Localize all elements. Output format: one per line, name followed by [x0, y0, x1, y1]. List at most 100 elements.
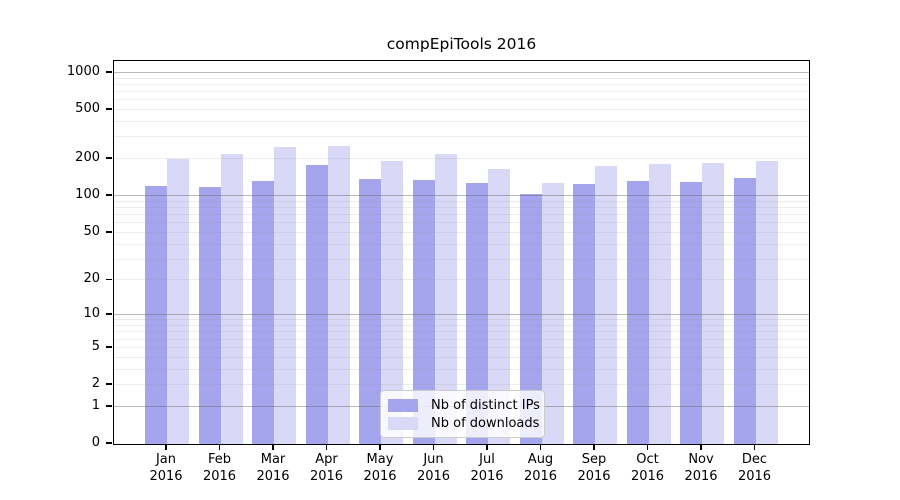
- bar-downloads-oct: [648, 164, 671, 444]
- bar-downloads-mar: [274, 146, 296, 444]
- x-tick-mark: [165, 445, 167, 450]
- gridline: [114, 368, 809, 370]
- gridline: [114, 91, 809, 92]
- x-tick-mark: [700, 445, 702, 450]
- y-tick-label: 5: [91, 338, 100, 354]
- y-tick-mark: [106, 71, 112, 73]
- bar-downloads-sep: [595, 165, 617, 444]
- y-tick-label: 100: [75, 187, 100, 203]
- x-tick-label-may: May 2016: [363, 452, 397, 484]
- plot-area: [113, 60, 810, 445]
- gridline: [114, 195, 809, 197]
- gridline: [114, 109, 809, 110]
- gridline: [114, 121, 809, 122]
- y-tick-label: 200: [75, 150, 100, 166]
- y-tick-mark: [106, 231, 112, 233]
- gridline: [114, 243, 809, 245]
- x-tick-mark: [539, 445, 542, 450]
- y-tick-label: 50: [83, 223, 100, 239]
- gridline: [114, 319, 809, 321]
- y-tick-label: 0: [91, 435, 100, 450]
- bar-downloads-nov: [702, 162, 724, 444]
- bar-downloads-dec: [755, 161, 778, 444]
- bar-ips-jan: [145, 185, 167, 444]
- x-tick-mark: [753, 445, 756, 450]
- x-tick-mark: [379, 445, 381, 450]
- x-tick-label-nov: Nov 2016: [684, 452, 718, 484]
- gridline: [114, 222, 809, 224]
- y-tick-mark: [106, 383, 112, 385]
- y-tick-label: 500: [75, 101, 100, 116]
- x-tick-label-mar: Mar 2016: [256, 452, 290, 484]
- gridline: [114, 206, 809, 208]
- bar-ips-nov: [680, 181, 702, 444]
- gridline: [114, 279, 809, 281]
- gridline: [114, 314, 809, 316]
- bar-downloads-feb: [220, 153, 243, 444]
- gridline: [114, 325, 809, 326]
- x-tick-label-apr: Apr 2016: [309, 452, 344, 484]
- bar-ips-jun: [412, 179, 435, 444]
- bar-downloads-jun: [434, 154, 457, 444]
- legend-swatch-ips-icon: [388, 398, 418, 412]
- x-tick-mark: [486, 445, 488, 450]
- legend-label-ips: Nb of distinct IPs: [431, 397, 540, 413]
- x-tick-label-dec: Dec 2016: [737, 452, 772, 484]
- x-tick-mark: [432, 445, 435, 450]
- legend: Nb of distinct IPs Nb of downloads: [380, 390, 545, 438]
- legend-label-downloads: Nb of downloads: [431, 415, 540, 431]
- y-tick-mark: [106, 194, 112, 196]
- bar-ips-feb: [198, 187, 221, 444]
- x-tick-mark: [218, 445, 221, 450]
- bar-ips-jul: [466, 182, 488, 444]
- chart-title: compEpiTools 2016: [386, 35, 537, 53]
- legend-swatch-downloads-icon: [388, 416, 418, 430]
- gridline: [114, 384, 809, 385]
- y-tick-mark: [106, 157, 112, 159]
- y-tick-mark: [106, 108, 112, 110]
- x-tick-label-aug: Aug 2016: [523, 452, 558, 484]
- x-tick-mark: [272, 445, 274, 450]
- y-tick-mark: [106, 442, 112, 444]
- gridline: [114, 77, 809, 79]
- bar-downloads-may: [381, 161, 403, 444]
- x-tick-label-jan: Jan 2016: [149, 452, 183, 484]
- gridline: [114, 71, 809, 73]
- gridline: [114, 346, 809, 348]
- legend-item-distinct-ips: Nb of distinct IPs: [388, 396, 540, 414]
- x-tick-label-jul: Jul 2016: [470, 452, 504, 484]
- y-tick-label: 2: [91, 376, 100, 391]
- gridline: [114, 338, 809, 340]
- y-tick-label: 1000: [66, 63, 100, 79]
- bar-downloads-jul: [488, 169, 510, 444]
- y-tick-mark: [106, 346, 112, 348]
- gridline: [114, 83, 809, 85]
- x-tick-mark: [646, 445, 649, 450]
- gridline: [114, 99, 809, 101]
- gridline: [114, 200, 809, 202]
- bar-ips-mar: [252, 181, 274, 444]
- gridline: [114, 158, 809, 160]
- x-tick-label-oct: Oct 2016: [630, 452, 665, 484]
- y-tick-mark: [106, 278, 112, 281]
- bar-downloads-aug: [541, 182, 564, 444]
- x-tick-label-sep: Sep 2016: [577, 452, 611, 484]
- bar-ips-aug: [519, 194, 542, 444]
- legend-item-downloads: Nb of downloads: [388, 414, 540, 432]
- bar-ips-oct: [626, 180, 649, 444]
- x-tick-label-jun: Jun 2016: [416, 452, 451, 484]
- gridline: [114, 231, 809, 233]
- bar-downloads-jan: [167, 159, 189, 444]
- x-tick-mark: [593, 445, 595, 450]
- gridline: [114, 258, 809, 260]
- gridline: [114, 136, 809, 138]
- y-tick-mark: [106, 405, 112, 407]
- y-tick-label: 10: [83, 306, 100, 322]
- gridline: [114, 214, 809, 215]
- y-tick-label: 1: [91, 397, 100, 413]
- bar-downloads-apr: [327, 146, 350, 444]
- bar-ips-may: [359, 179, 381, 444]
- gridline: [114, 356, 809, 358]
- gridline: [114, 331, 809, 333]
